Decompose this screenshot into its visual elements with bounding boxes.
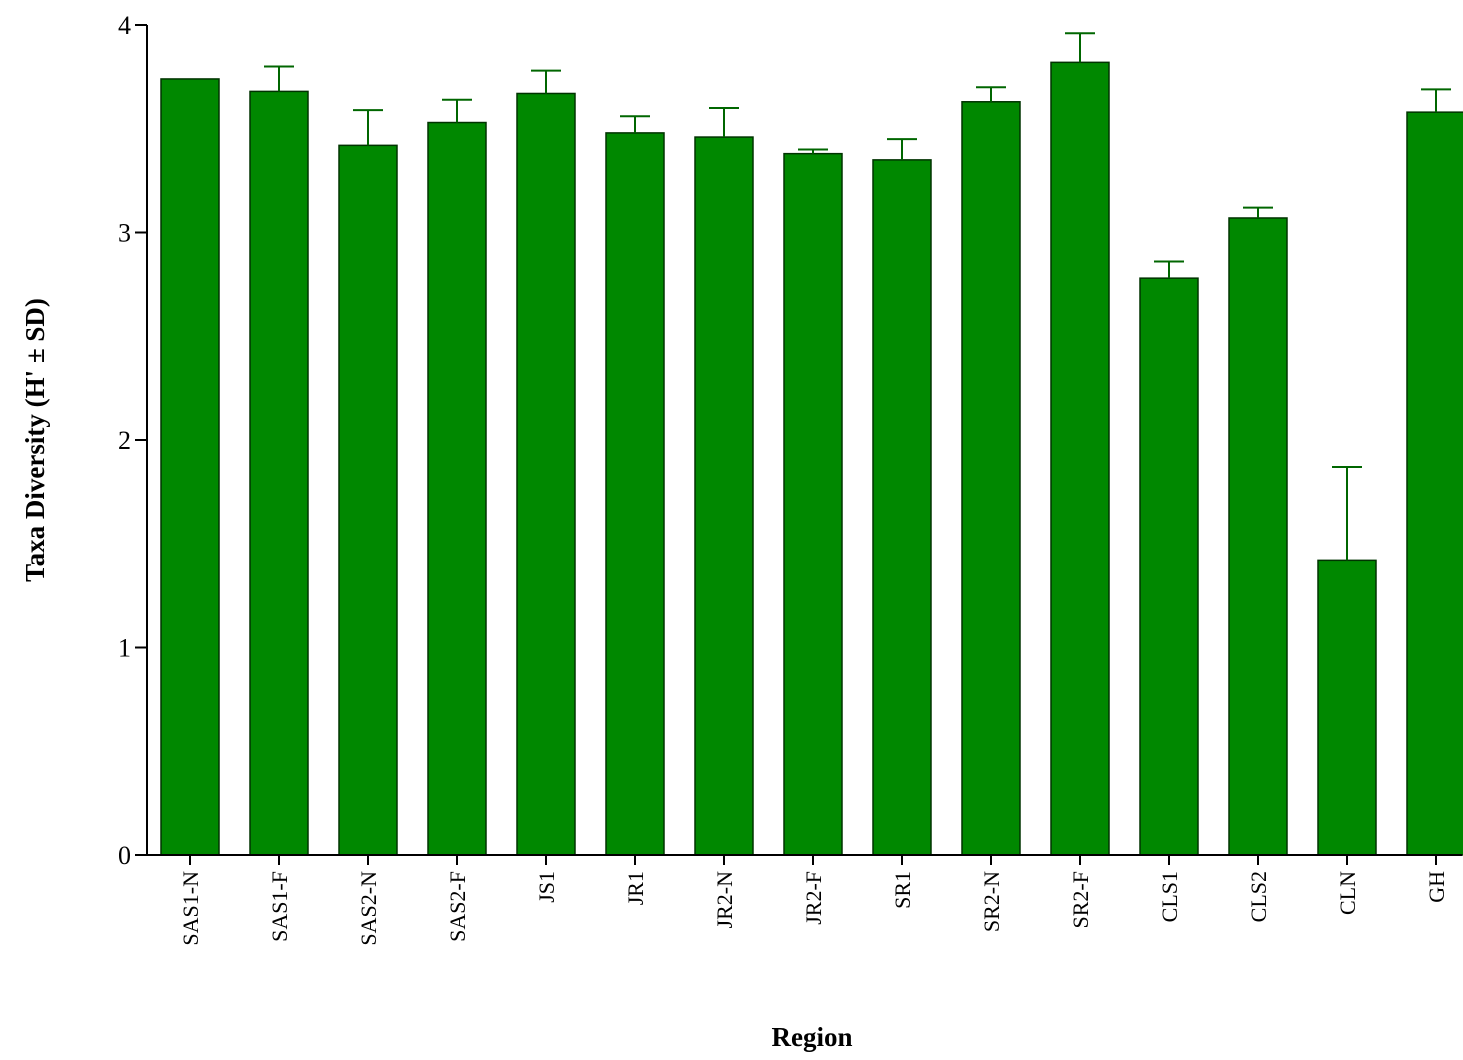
bar-cln <box>1317 559 1377 856</box>
error-bar-cln <box>1332 465 1362 561</box>
bar-cls2 <box>1228 217 1288 856</box>
y-tick-label: 0 <box>118 841 131 870</box>
error-bar-sr2-f <box>1065 32 1095 63</box>
x-tick-label-jr2-f: JR2-F <box>801 871 826 925</box>
error-bar-sas1-f <box>264 65 294 92</box>
x-tick-label-cln: CLN <box>1335 871 1360 915</box>
error-bar-jr2-f <box>798 148 828 154</box>
error-bar-jr2-n <box>709 107 739 138</box>
bar-sas2-f <box>427 121 487 856</box>
bar-js1 <box>516 92 576 856</box>
bar-sr1 <box>872 159 932 856</box>
error-bar-gh <box>1421 88 1451 113</box>
y-tick-label: 2 <box>118 426 131 455</box>
x-tick-label-sas2-n: SAS2-N <box>356 871 381 946</box>
error-bar-cls2 <box>1243 206 1273 218</box>
bar-jr2-n <box>694 136 754 856</box>
x-tick-label-sas2-f: SAS2-F <box>445 871 470 942</box>
bar-sas1-n <box>160 78 220 856</box>
bar-sas1-f <box>249 90 309 856</box>
error-bar-sas2-n <box>353 109 383 146</box>
bar-sas2-n <box>338 144 398 856</box>
x-tick-label-cls2: CLS2 <box>1246 871 1271 922</box>
error-bar-sr1 <box>887 138 917 160</box>
x-tick-label-jr2-n: JR2-N <box>712 871 737 929</box>
error-bar-sr2-n <box>976 86 1006 102</box>
x-tick-label-sas1-n: SAS1-N <box>178 871 203 946</box>
y-axis-title: Taxa Diversity (H' ± SD) <box>20 298 50 582</box>
error-bar-cls1 <box>1154 260 1184 279</box>
y-ticks-layer: 0 1 2 3 4 <box>118 11 147 870</box>
bar-cls1 <box>1139 277 1199 856</box>
x-tick-label-sr2-n: SR2-N <box>979 871 1004 932</box>
bar-jr2-f <box>783 152 843 856</box>
x-tick-label-jr1: JR1 <box>623 871 648 905</box>
x-tick-label-sr1: SR1 <box>890 871 915 909</box>
bar-sr2-f <box>1050 61 1110 856</box>
y-tick-label: 3 <box>118 219 131 248</box>
y-tick-label: 1 <box>118 634 131 663</box>
bars-layer <box>160 61 1463 856</box>
bar-jr1 <box>605 132 665 856</box>
y-tick-label: 4 <box>118 11 131 40</box>
error-bar-sas2-f <box>442 98 472 123</box>
x-tick-label-sas1-f: SAS1-F <box>267 871 292 942</box>
bar-sr2-n <box>961 101 1021 856</box>
bar-gh <box>1406 111 1463 856</box>
x-tick-label-gh: GH <box>1424 871 1449 903</box>
x-tick-label-sr2-f: SR2-F <box>1068 871 1093 928</box>
error-bar-jr1 <box>620 115 650 133</box>
error-bar-js1 <box>531 69 561 94</box>
x-ticks-layer: SAS1-N SAS1-F SAS2-N SAS2-F JS1 JR1 JR2-N JR2-F… <box>178 855 1449 946</box>
x-axis-title: Region <box>772 1022 853 1052</box>
x-tick-label-js1: JS1 <box>534 871 559 903</box>
error-bars-layer <box>264 32 1451 561</box>
x-tick-label-cls1: CLS1 <box>1157 871 1182 922</box>
